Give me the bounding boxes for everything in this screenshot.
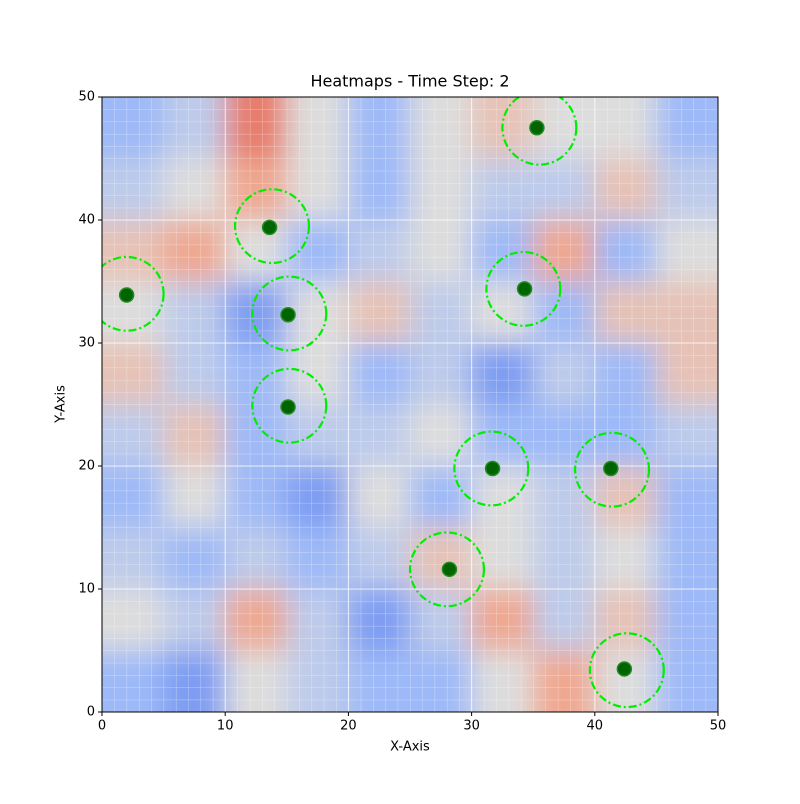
- chart-title: Heatmaps - Time Step: 2: [310, 72, 509, 91]
- point: [516, 281, 533, 297]
- y-tick-label: 40: [78, 213, 95, 228]
- x-tick-label: 50: [710, 719, 727, 734]
- heatmap: [102, 97, 718, 712]
- y-axis-label: Y-Axis: [54, 385, 69, 424]
- y-tick-label: 30: [78, 336, 95, 351]
- x-tick-label: 0: [98, 719, 106, 734]
- y-tick-label: 10: [78, 582, 95, 597]
- range-circle: [251, 367, 328, 444]
- point: [616, 661, 633, 677]
- y-tick-label: 50: [78, 90, 95, 105]
- range-circle: [233, 188, 311, 265]
- point: [280, 306, 296, 323]
- point: [484, 460, 501, 477]
- range-circle: [485, 250, 562, 327]
- point: [441, 561, 458, 578]
- range-circle: [251, 275, 328, 352]
- x-tick-label: 20: [340, 719, 357, 734]
- range-circle: [102, 255, 165, 332]
- range-circle: [588, 632, 665, 709]
- point: [603, 460, 619, 477]
- minor-grid: [102, 97, 718, 712]
- point: [529, 120, 545, 136]
- range-circle: [573, 431, 651, 508]
- range-circle: [408, 531, 486, 608]
- overlay: [102, 97, 718, 712]
- range-circle: [453, 430, 530, 507]
- plot-frame: [101, 96, 719, 713]
- x-tick-label: 10: [217, 719, 234, 734]
- point: [118, 287, 135, 303]
- point: [280, 399, 296, 415]
- x-tick-label: 40: [587, 719, 604, 734]
- x-tick-label: 30: [463, 719, 480, 734]
- point: [261, 219, 278, 236]
- y-tick-label: 0: [87, 705, 95, 720]
- range-circle: [501, 97, 578, 166]
- y-tick-label: 20: [78, 459, 95, 474]
- x-axis-label: X-Axis: [390, 740, 430, 755]
